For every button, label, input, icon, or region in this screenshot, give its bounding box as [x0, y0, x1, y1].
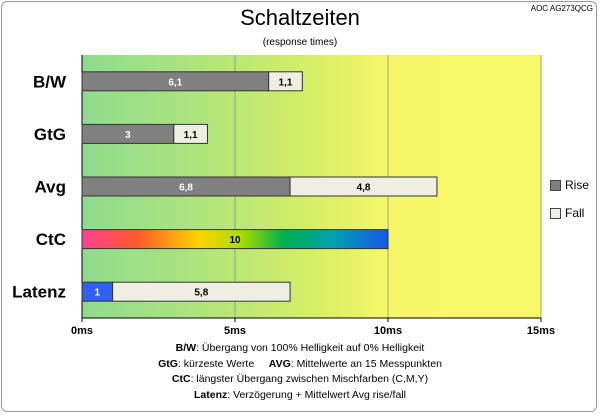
note-key-bw: B/W: [175, 342, 197, 354]
value-label-avg-fall: 4,8: [357, 183, 371, 194]
category-label-ctc: CtC: [36, 230, 66, 249]
note-line-2: GtG: kürzeste Werte AVG: Mittelwerte an …: [0, 357, 600, 373]
note-line-3: CtC: längster Übergang zwischen Mischfar…: [0, 372, 600, 388]
x-tick-label-10: 10ms: [374, 325, 402, 337]
bar-latenz-fall: [112, 281, 291, 302]
bar-b-w-fall: [268, 71, 303, 92]
legend-label-rise: Rise: [565, 178, 590, 192]
bar-gtg-fall: [173, 123, 208, 144]
note-text-bw: : Übergang von 100% Helligkeit auf 0% He…: [196, 342, 425, 354]
value-label-gtg-rise: 3: [125, 130, 131, 141]
category-label-gtg: GtG: [34, 125, 66, 144]
legend-swatch-rise: [550, 180, 561, 191]
note-text-gtg: : kürzeste Werte: [177, 357, 255, 370]
value-label-latenz-fall: 5,8: [194, 288, 208, 299]
monitor-model: AOC AG273QCG: [530, 4, 593, 13]
value-label-latenz-rise: 1: [95, 288, 101, 299]
value-label-b-w-fall: 1,1: [279, 77, 293, 88]
x-tick-label-15: 15ms: [527, 325, 555, 337]
note-line-1: B/W: Übergang von 100% Helligkeit auf 0%…: [0, 341, 600, 357]
bar-ctc: [81, 229, 389, 250]
note-key-ctc: CtC: [171, 373, 191, 385]
value-label-ctc: 10: [229, 235, 241, 246]
note-key-latenz: Latenz: [194, 388, 228, 401]
x-tick-label-5: 5ms: [224, 325, 246, 337]
x-tick-label-0: 0ms: [71, 325, 93, 337]
legend-swatch-fall: [550, 208, 561, 219]
category-label-avg: Avg: [35, 178, 67, 197]
chart-subtitle: (response times): [262, 37, 338, 48]
category-label-b-w: B/W: [33, 72, 67, 91]
chart-title: Schaltzeiten: [240, 5, 360, 30]
legend-label-fall: Fall: [565, 206, 585, 220]
chart-notes: B/W: Übergang von 100% Helligkeit auf 0%…: [0, 341, 600, 403]
value-label-b-w-rise: 6,1: [168, 77, 182, 88]
note-key-gtg: GtG: [158, 357, 178, 370]
value-label-gtg-fall: 1,1: [184, 130, 198, 141]
category-label-latenz: Latenz: [12, 283, 66, 302]
bar-avg-fall: [289, 176, 438, 197]
note-line-4: Latenz: Verzögerung + Mittelwert Avg ris…: [0, 388, 600, 404]
note-text-ctc: : längster Übergang zwischen Mischfarben…: [190, 373, 429, 385]
note-text-latenz: : Verzögerung + Mittelwert Avg rise/fall: [227, 388, 406, 401]
note-key-avg: AVG: [268, 357, 291, 370]
note-text-avg: : Mittelwerte an 15 Messpunkten: [290, 357, 442, 370]
value-label-avg-rise: 6,8: [179, 183, 193, 194]
